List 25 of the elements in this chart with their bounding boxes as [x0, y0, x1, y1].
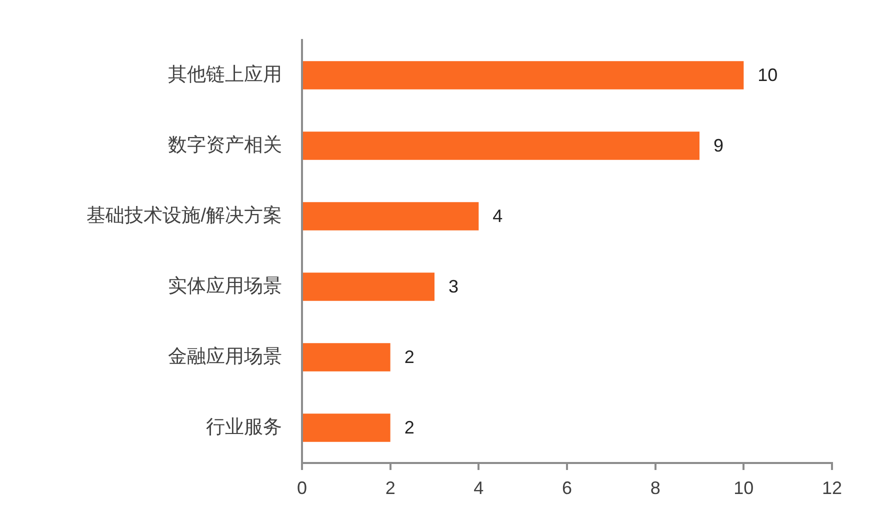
data-label: 10	[758, 65, 778, 86]
bar	[303, 61, 744, 90]
data-label: 9	[714, 136, 724, 156]
y-tick-label: 其他链上应用	[168, 63, 282, 86]
bar	[303, 132, 700, 160]
x-tick-label: 10	[734, 478, 754, 498]
y-tick-label: 实体应用场景	[168, 274, 282, 297]
x-tick-label: 6	[562, 478, 572, 498]
y-tick-label: 基础技术设施/解决方案	[86, 204, 282, 226]
bar	[303, 272, 434, 301]
data-label: 2	[404, 418, 414, 438]
data-label: 2	[404, 347, 414, 368]
x-tick-label: 2	[385, 478, 396, 498]
data-label: 4	[492, 206, 503, 226]
x-tick-label: 0	[296, 478, 308, 498]
x-tick-label: 8	[650, 478, 660, 498]
x-tick-label: 12	[822, 478, 842, 498]
bar	[303, 414, 390, 442]
bar	[303, 343, 390, 372]
bar	[303, 202, 479, 230]
data-label: 3	[448, 276, 459, 297]
y-tick-label: 行业服务	[206, 416, 282, 438]
y-tick-label: 金融应用场景	[168, 345, 282, 368]
x-tick-label: 4	[474, 478, 484, 498]
y-tick-label: 数字资产相关	[168, 134, 282, 156]
